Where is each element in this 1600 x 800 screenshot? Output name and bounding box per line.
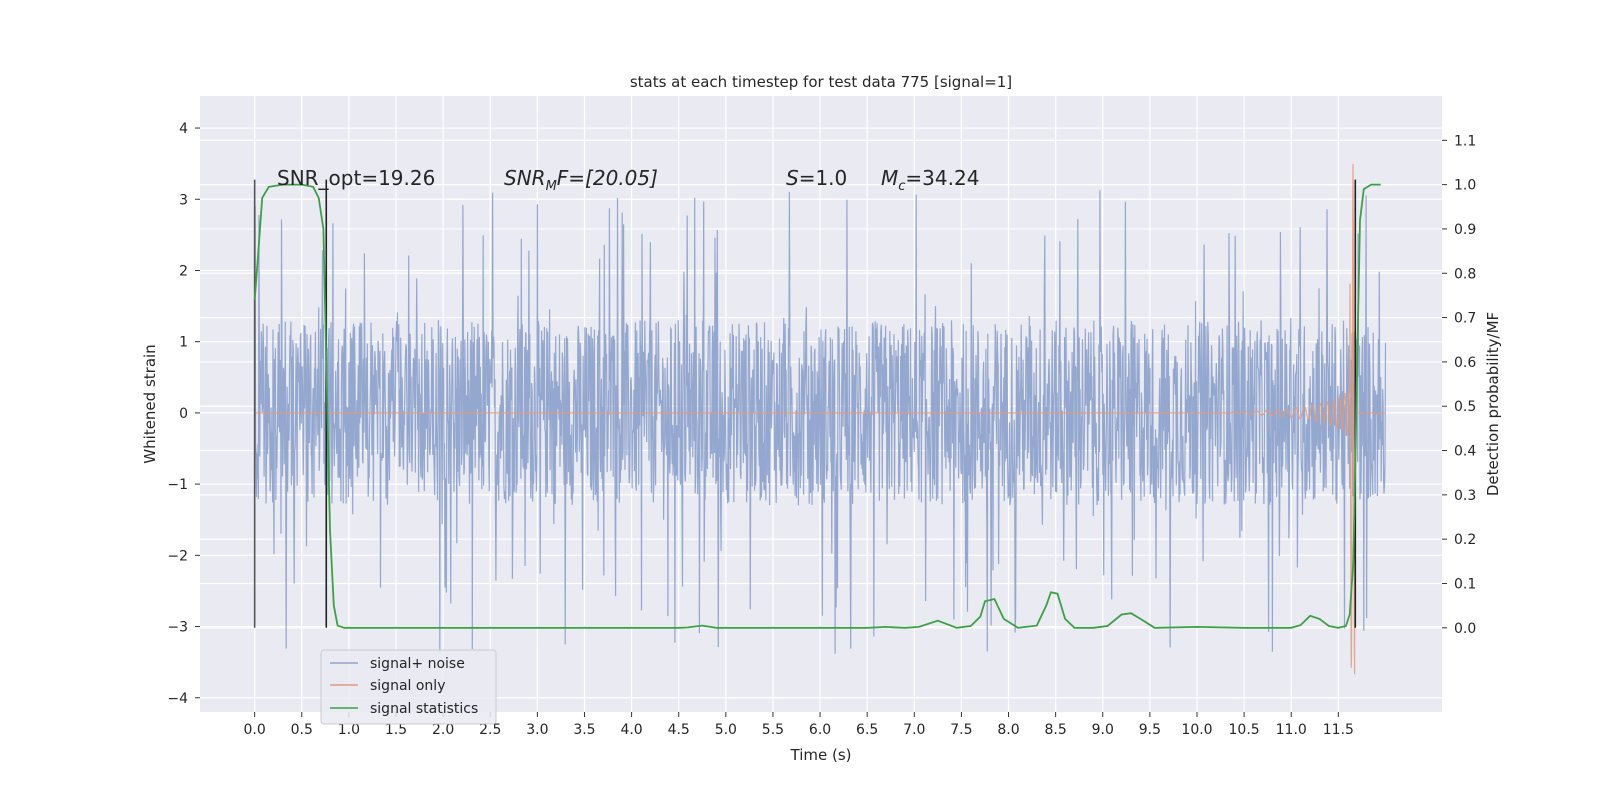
x-tick-label: 5.0 [715,722,737,738]
x-tick-label: 10.0 [1181,722,1212,738]
ticks: 0.0 0.5 1.0 1.5 2.0 2.5 3.0 3.5 4.0 4.5 5.0 5.5 6.0 6… [167,121,1476,738]
mc-subscript: c [898,179,905,194]
x-tick-label: 3.0 [526,722,548,738]
y-right-tick-label: 0.8 [1454,266,1476,282]
series-signal-only [254,163,1386,675]
y-right-tick-label: 1.1 [1454,133,1476,149]
x-tick-label: 9.0 [1092,722,1114,738]
y-left-tick-label: −4 [167,691,188,707]
y-left-tick-label: −1 [167,477,188,493]
x-tick-label: 5.5 [762,722,784,738]
y-axis-label-right: Detection probability/MF [1484,312,1502,496]
legend-label-signal-statistics: signal statistics [370,701,478,717]
annotation-mc: Mc=34.24 [881,166,979,194]
y-left-tick-label: −3 [167,620,188,636]
y-right-tick-label: 0.0 [1454,621,1476,637]
x-tick-label: 1.5 [385,722,407,738]
y-axis-label-left: Whitened strain [141,344,159,463]
x-tick-label: 8.5 [1045,722,1067,738]
chart-title: stats at each timestep for test data 775… [630,73,1012,91]
x-tick-label: 3.5 [573,722,595,738]
x-axis-label: Time (s) [790,746,852,764]
y-right-tick-label: 0.3 [1454,488,1476,504]
mc-symbol: M [881,166,898,190]
x-tick-label: 2.0 [432,722,454,738]
annotation-snr-opt: SNR_opt=19.26 [277,166,435,190]
y-right-tick-label: 0.1 [1454,576,1476,592]
mc-value: =34.24 [905,166,979,190]
y-left-tick-label: 4 [179,121,188,137]
snr-mf-subscript: M [546,179,557,194]
snr-mf-symbol: SNR [504,166,546,190]
y-right-tick-label: 0.5 [1454,399,1476,415]
y-left-tick-label: 1 [179,335,188,351]
y-left-tick-label: 3 [179,192,188,208]
series-signal-noise [254,190,1387,654]
legend-label-signal-only: signal only [370,678,445,694]
y-left-tick-label: −2 [167,548,188,564]
series-signal-statistics [253,183,1381,629]
x-tick-label: 11.0 [1276,722,1307,738]
s-value: =1.0 [799,166,848,190]
x-tick-label: 7.5 [950,722,972,738]
y-right-tick-label: 1.0 [1454,178,1476,194]
x-tick-label: 8.0 [997,722,1019,738]
x-tick-label: 11.5 [1323,722,1354,738]
snr-mf-value: F=[20.05] [557,166,658,190]
y-right-tick-label: 0.7 [1454,311,1476,327]
y-right-tick-label: 0.2 [1454,532,1476,548]
y-left-tick-label: 0 [179,406,188,422]
y-left-tick-label: 2 [179,263,188,279]
x-tick-label: 0.5 [291,722,313,738]
annotation-snr-mf: SNRMF=[20.05] [504,166,658,194]
x-tick-label: 1.0 [338,722,360,738]
y-right-tick-label: 0.9 [1454,222,1476,238]
y-right-tick-label: 0.4 [1454,444,1476,460]
legend-box [320,649,497,725]
x-tick-label: 9.5 [1139,722,1161,738]
y-right-tick-label: 0.6 [1454,355,1476,371]
legend-label-signal-noise: signal+ noise [370,656,465,672]
x-tick-label: 7.0 [903,722,925,738]
x-tick-label: 6.5 [856,722,878,738]
x-tick-label: 6.0 [809,722,831,738]
x-tick-label: 4.5 [668,722,690,738]
legend: signal+ noise signal only signal statist… [320,649,497,725]
data-layer [253,163,1387,675]
annotation-s: S=1.0 [786,166,847,190]
s-symbol: S [786,166,799,190]
x-tick-label: 0.0 [244,722,266,738]
x-tick-label: 4.0 [620,722,642,738]
x-tick-label: 2.5 [479,722,501,738]
x-tick-label: 10.5 [1229,722,1260,738]
